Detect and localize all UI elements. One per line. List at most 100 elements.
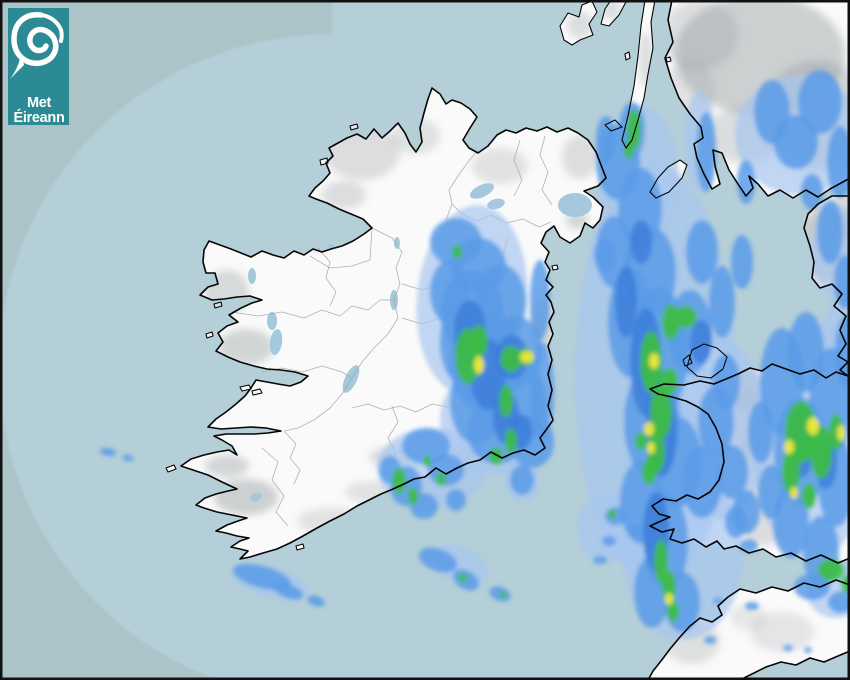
rain-cell-light [758, 465, 784, 519]
county-boundary-line [261, 365, 353, 379]
rain-cell-heavy [650, 385, 672, 439]
lake [487, 198, 505, 210]
rain-cell-heavy [459, 573, 467, 583]
rain-cell-moderate [630, 220, 652, 264]
rain-cell-light [709, 266, 735, 338]
rain-cell-light [418, 547, 458, 573]
rain-cell-heavy [810, 425, 832, 479]
rain-cell-very-heavy [647, 442, 655, 454]
rain-cell-heavy [505, 428, 517, 454]
county-boundary-line [283, 227, 403, 432]
rain-cell-light [748, 401, 774, 463]
rain-cell-very-heavy [649, 353, 659, 369]
rain-cell-heavy [829, 414, 843, 450]
lake [269, 329, 283, 355]
rain-cell-light [593, 556, 607, 564]
rain-cell-light [804, 647, 812, 653]
rain-cell-heavy [660, 368, 678, 394]
rain-cell-light [801, 174, 823, 210]
rain-cell-heavy [667, 600, 679, 622]
rain-cell-very-heavy [644, 422, 654, 436]
rain-cell-very-heavy [474, 356, 484, 374]
rain-cell-very-heavy [784, 440, 794, 454]
rain-cell-very-heavy [665, 593, 673, 605]
logo-text-met: Met [27, 95, 52, 111]
county-boundary-line [283, 430, 301, 485]
rain-cell-heavy [470, 325, 488, 357]
rain-cell-very-heavy [837, 425, 845, 441]
rain-cell-light [731, 235, 753, 289]
rain-cell-light [745, 602, 759, 610]
rain-cell-heavy [802, 483, 816, 509]
rain-cell-heavy [436, 472, 446, 486]
rain-cell-light [725, 506, 747, 538]
rain-cell-light [402, 428, 450, 464]
rain-cell-light [489, 586, 511, 602]
rain-cell-light [704, 636, 716, 644]
rain-cell-light [817, 200, 843, 264]
rain-cell-heavy [662, 571, 676, 603]
rain-cell-heavy [642, 459, 656, 485]
rain-cell-light [530, 342, 554, 442]
rain-cell-light [783, 645, 793, 651]
lake [267, 312, 277, 330]
rain-cell-light [794, 574, 830, 600]
rain-cell-heavy [489, 447, 503, 465]
lake [250, 492, 262, 502]
rain-cell-light [605, 507, 627, 525]
rain-cell-heavy [624, 139, 634, 159]
rain-cell-heavy [675, 306, 697, 328]
rain-cell-heavy [392, 468, 406, 494]
lake [394, 237, 400, 249]
rain-cell-light [835, 316, 850, 388]
rain-cell-light [272, 582, 304, 600]
rain-cell-light [510, 465, 534, 495]
rain-cell-light [446, 489, 466, 511]
lake [248, 268, 256, 284]
rain-cell-light [740, 539, 758, 553]
rain-cell-very-heavy [790, 487, 798, 499]
rain-cell-heavy [782, 450, 800, 494]
rain-cell-light [713, 598, 723, 604]
county-boundary-line [261, 447, 289, 527]
cyclone-spiral-icon [10, 12, 64, 79]
rain-cell-light [686, 220, 718, 284]
rain-cell-light [834, 255, 850, 309]
county-boundary-line [231, 299, 394, 319]
county-boundary-line [539, 135, 553, 206]
rain-cell-light [737, 160, 755, 204]
rain-layer [100, 70, 850, 653]
rain-cell-light [682, 446, 722, 518]
rain-cell-heavy [627, 109, 641, 149]
rain-cell-light [530, 260, 550, 340]
rain-cell-light [307, 595, 325, 607]
rain-cell-heavy [818, 559, 844, 581]
rain-cell-light [100, 447, 116, 457]
rain-cell-very-heavy [807, 417, 819, 435]
rain-cell-heavy [423, 455, 431, 467]
county-boundary-line [309, 227, 373, 269]
lake [558, 193, 592, 217]
lake [327, 244, 335, 248]
rain-cell-light [712, 354, 740, 410]
rain-cell-light [827, 126, 850, 198]
rain-cell-heavy [500, 346, 522, 372]
rain-cell-light [594, 237, 616, 273]
rain-cell-light [602, 536, 616, 546]
rain-cell-moderate [615, 266, 637, 338]
rain-cell-heavy [654, 540, 668, 584]
rain-cell-heavy [499, 385, 513, 417]
rain-cell-heavy [608, 509, 616, 519]
lake [469, 183, 495, 199]
rain-cell-light [798, 70, 842, 134]
rain-cell-light [774, 115, 818, 169]
rain-cell-light [122, 454, 134, 462]
rain-cell-light [627, 524, 645, 538]
county-boundary-line [513, 139, 523, 197]
rain-cell-light [828, 591, 850, 613]
rain-cell-moderate [690, 320, 712, 364]
met-eireann-logo: Met Éireann [8, 8, 69, 126]
